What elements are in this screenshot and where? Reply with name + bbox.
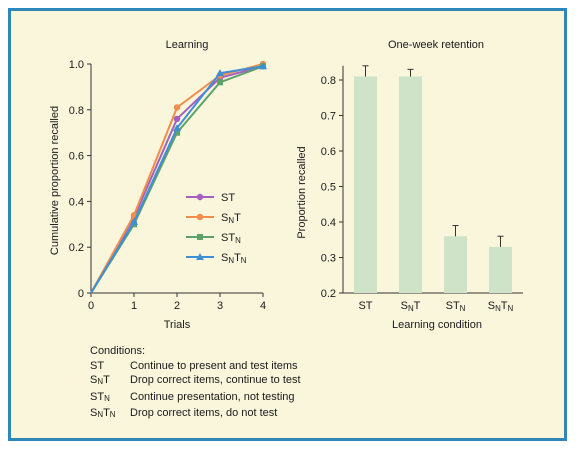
learning-point-SNTN	[173, 124, 181, 132]
learning-y-tick-label: 0.4	[69, 196, 84, 208]
learning-title: Learning	[166, 39, 209, 51]
legend-label-SNT: SN​T	[221, 212, 241, 225]
retention-bar	[489, 246, 512, 293]
learning-y-tick-label: 0.2	[69, 242, 84, 254]
condition-description: Drop correct items, do not test	[130, 407, 278, 420]
retention-bar	[444, 236, 467, 293]
learning-x-tick-label: 3	[217, 300, 223, 312]
retention-x-tick-label: SN​T	[401, 300, 421, 313]
figure-frame	[8, 8, 567, 441]
learning-x-label: Trials	[164, 319, 191, 331]
condition-description: Continue to present and test items	[130, 359, 298, 372]
retention-x-tick-label: SN​TN​	[488, 300, 514, 313]
learning-point-ST	[173, 115, 181, 123]
retention-y-tick-label: 0.2	[321, 288, 336, 300]
learning-x-tick-label: 2	[174, 300, 180, 312]
learning-x-tick-label: 1	[131, 300, 137, 312]
condition-code: SNTN	[90, 407, 116, 420]
retention-y-tick-label: 0.8	[321, 75, 336, 87]
learning-point-SNTN	[259, 62, 267, 70]
legend-label-STN: STN​	[221, 232, 241, 245]
learning-x-tick-label: 0	[88, 300, 94, 312]
legend-marker-SNT	[196, 213, 204, 221]
legend-marker-SNTN	[196, 253, 204, 260]
condition-description: Drop correct items, continue to test	[130, 374, 301, 386]
condition-row: SNT Drop correct items, continue to test	[90, 373, 301, 390]
learning-point-SNTN	[216, 69, 224, 77]
conditions-header: Conditions:	[90, 345, 146, 357]
learning-y-label: Cumulative proportion recalled	[49, 106, 61, 255]
condition-code: SNT	[90, 374, 110, 387]
legend-marker-STN	[197, 234, 203, 240]
condition-description: Continue presentation, not testing	[130, 390, 295, 403]
retention-x-label: Learning condition	[392, 319, 482, 331]
condition-row: ST Continue to present and test items	[90, 359, 301, 374]
retention-y-tick-label: 0.6	[321, 146, 336, 158]
legend-label-SNTN: SN​TN​	[221, 252, 247, 265]
legend-marker-ST	[196, 193, 204, 201]
legend-label-ST: ST	[221, 192, 235, 204]
learning-y-tick-label: 0.6	[69, 151, 84, 163]
learning-y-tick-label: 1.0	[69, 59, 84, 71]
condition-code: STN	[90, 390, 110, 403]
learning-x-tick-label: 4	[260, 300, 266, 312]
retention-y-label: Proportion recalled	[296, 146, 308, 238]
retention-y-tick-label: 0.4	[321, 217, 336, 229]
retention-y-tick-label: 0.7	[321, 111, 336, 123]
learning-y-tick-label: 0	[78, 288, 84, 300]
learning-point-STN	[174, 129, 180, 136]
condition-row: SNTN Drop correct items, do not test	[90, 406, 301, 423]
retention-y-tick-label: 0.3	[321, 253, 336, 265]
retention-y-tick-label: 0.5	[321, 182, 336, 194]
retention-x-tick-label: ST	[358, 300, 372, 312]
condition-row: STN Continue presentation, not testing	[90, 390, 301, 407]
retention-bar	[354, 76, 377, 293]
retention-title: One-week retention	[388, 39, 484, 51]
retention-x-tick-label: STN​	[446, 300, 466, 313]
learning-y-tick-label: 0.8	[69, 105, 84, 117]
retention-bar	[399, 76, 422, 293]
learning-point-SNT	[173, 104, 181, 111]
learning-point-SNTN	[130, 218, 138, 226]
condition-code: ST	[90, 359, 105, 372]
conditions-legend: Conditions: ST Continue to present and te…	[90, 344, 301, 423]
learning-point-STN	[217, 79, 223, 86]
